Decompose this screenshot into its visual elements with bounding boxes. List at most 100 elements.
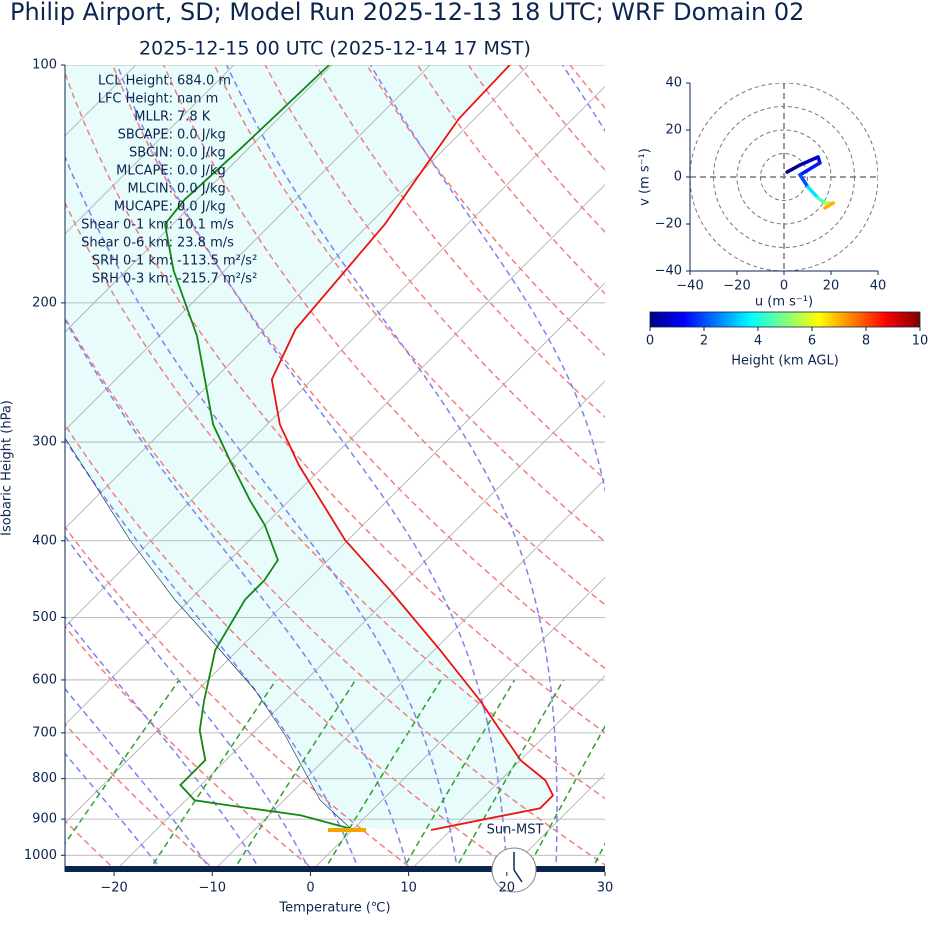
dry-adiabat bbox=[65, 71, 605, 734]
stat-label: MLLR: bbox=[134, 110, 173, 125]
y-tick-label: 40 bbox=[665, 76, 682, 91]
moist-adiabat bbox=[65, 318, 410, 872]
moist-adiabat bbox=[65, 616, 263, 872]
hodograph-segment bbox=[806, 185, 820, 200]
dry-adiabat bbox=[773, 65, 928, 872]
y-tick-label: 1000 bbox=[24, 848, 57, 863]
isotherm bbox=[408, 675, 605, 872]
x-tick-label: 0 bbox=[780, 279, 788, 294]
dewpoint-line bbox=[164, 65, 356, 831]
mixing-ratio-line bbox=[589, 842, 605, 872]
clock-hand bbox=[513, 869, 523, 883]
stat-label: Shear 0-1 km: bbox=[81, 218, 173, 233]
hodograph-segment bbox=[798, 173, 810, 189]
isotherm bbox=[604, 871, 605, 872]
x-tick-label: −20 bbox=[723, 279, 750, 294]
isotherm bbox=[211, 478, 605, 872]
moist-adiabat bbox=[65, 687, 213, 872]
plot-title: 2025-12-15 00 UTC (2025-12-14 17 MST) bbox=[139, 38, 531, 60]
isotherm bbox=[310, 576, 605, 872]
y-tick-label: 400 bbox=[32, 533, 57, 548]
y-axis-label: Isobaric Height (hPa) bbox=[0, 400, 15, 536]
colorbar-tick-label: 8 bbox=[862, 334, 870, 349]
stat-value: 23.8 m/s bbox=[177, 236, 234, 251]
y-tick-label: 900 bbox=[32, 812, 57, 827]
isotherm bbox=[65, 65, 235, 235]
stat-value: -215.7 m²/s² bbox=[177, 272, 257, 287]
mixing-ratio-line bbox=[525, 724, 605, 872]
isotherm bbox=[65, 282, 605, 824]
x-tick-label: 40 bbox=[870, 279, 887, 294]
stat-value: -113.5 m²/s² bbox=[177, 254, 257, 269]
dry-adiabat bbox=[65, 723, 218, 872]
isotherm bbox=[113, 380, 605, 872]
stat-label: SBCAPE: bbox=[118, 128, 173, 143]
hodograph-area bbox=[690, 83, 878, 271]
isotherm bbox=[65, 184, 605, 726]
colorbar-tick-label: 10 bbox=[912, 334, 928, 349]
colorbar bbox=[649, 311, 921, 328]
dry-adiabat bbox=[65, 316, 605, 866]
y-tick-label: −40 bbox=[655, 264, 682, 279]
x-tick-label: −40 bbox=[676, 279, 703, 294]
dry-adiabat bbox=[111, 65, 605, 670]
y-tick-label: 600 bbox=[32, 672, 57, 687]
colorbar-tick-label: 4 bbox=[754, 334, 762, 349]
hodograph: u (m s⁻¹) v (m s⁻¹) Height (km AGL) −40−… bbox=[638, 76, 928, 369]
y-tick-label: 200 bbox=[32, 295, 57, 310]
mixing-ratio-line bbox=[638, 680, 736, 872]
hodograph-segment bbox=[798, 155, 820, 167]
stat-value: 0.0 J/kg bbox=[177, 182, 226, 197]
y-tick-label: 800 bbox=[32, 771, 57, 786]
x-axis-label: u (m s⁻¹) bbox=[755, 295, 813, 310]
stat-value: 0.0 J/kg bbox=[177, 200, 226, 215]
parcel-path bbox=[65, 437, 351, 829]
shaded-region bbox=[65, 65, 553, 830]
dry-adiabat bbox=[621, 65, 928, 872]
x-tick-label: −10 bbox=[199, 881, 226, 896]
stat-label: LFC Height: bbox=[98, 92, 173, 107]
colorbar-tick-label: 0 bbox=[646, 334, 654, 349]
moist-adiabat bbox=[65, 752, 164, 872]
moist-adiabat bbox=[65, 534, 312, 872]
dry-adiabat bbox=[315, 65, 605, 419]
mixing-ratio-line bbox=[453, 679, 565, 872]
stat-value: 10.1 m/s bbox=[177, 218, 234, 233]
colorbar-label: Height (km AGL) bbox=[731, 354, 839, 369]
background-lines bbox=[65, 65, 928, 872]
hodograph-segment bbox=[798, 161, 822, 177]
isotherm bbox=[506, 773, 605, 872]
stat-value: 684.0 m bbox=[177, 74, 231, 89]
moist-adiabat bbox=[65, 155, 459, 872]
isotherm bbox=[65, 65, 431, 431]
y-tick-label: 20 bbox=[665, 123, 682, 138]
dry-adiabat bbox=[824, 65, 928, 872]
figure-title: Philip Airport, SD; Model Run 2025-12-13… bbox=[10, 0, 804, 26]
stat-value: 0.0 J/kg bbox=[177, 128, 226, 143]
mixing-ratio-line bbox=[400, 679, 516, 872]
temperature-line bbox=[270, 65, 555, 831]
stat-label: MLCIN: bbox=[128, 182, 173, 197]
stat-label: SBCIN: bbox=[129, 146, 173, 161]
x-tick-label: −20 bbox=[100, 881, 127, 896]
stat-value: 0.0 J/kg bbox=[177, 146, 226, 161]
dry-adiabat bbox=[467, 65, 605, 234]
moist-adiabat bbox=[65, 438, 361, 872]
mixing-ratio-line bbox=[65, 679, 180, 845]
dry-adiabat bbox=[162, 65, 605, 606]
y-tick-label: 500 bbox=[32, 610, 57, 625]
stat-label: MUCAPE: bbox=[114, 200, 173, 215]
dry-adiabat bbox=[65, 423, 517, 872]
y-tick-label: 100 bbox=[32, 58, 57, 73]
x-axis-label: Temperature (℃) bbox=[278, 901, 390, 916]
dry-adiabat bbox=[264, 65, 605, 481]
x-tick-label: 0 bbox=[306, 881, 314, 896]
dry-adiabat bbox=[569, 65, 605, 110]
stat-value: nan m bbox=[177, 92, 218, 107]
isotherm bbox=[65, 65, 333, 333]
colorbar-tick-label: 6 bbox=[808, 334, 816, 349]
x-tick-label: 20 bbox=[499, 881, 516, 896]
ground-bar bbox=[65, 866, 605, 872]
colorbar-tick-label: 2 bbox=[700, 334, 708, 349]
